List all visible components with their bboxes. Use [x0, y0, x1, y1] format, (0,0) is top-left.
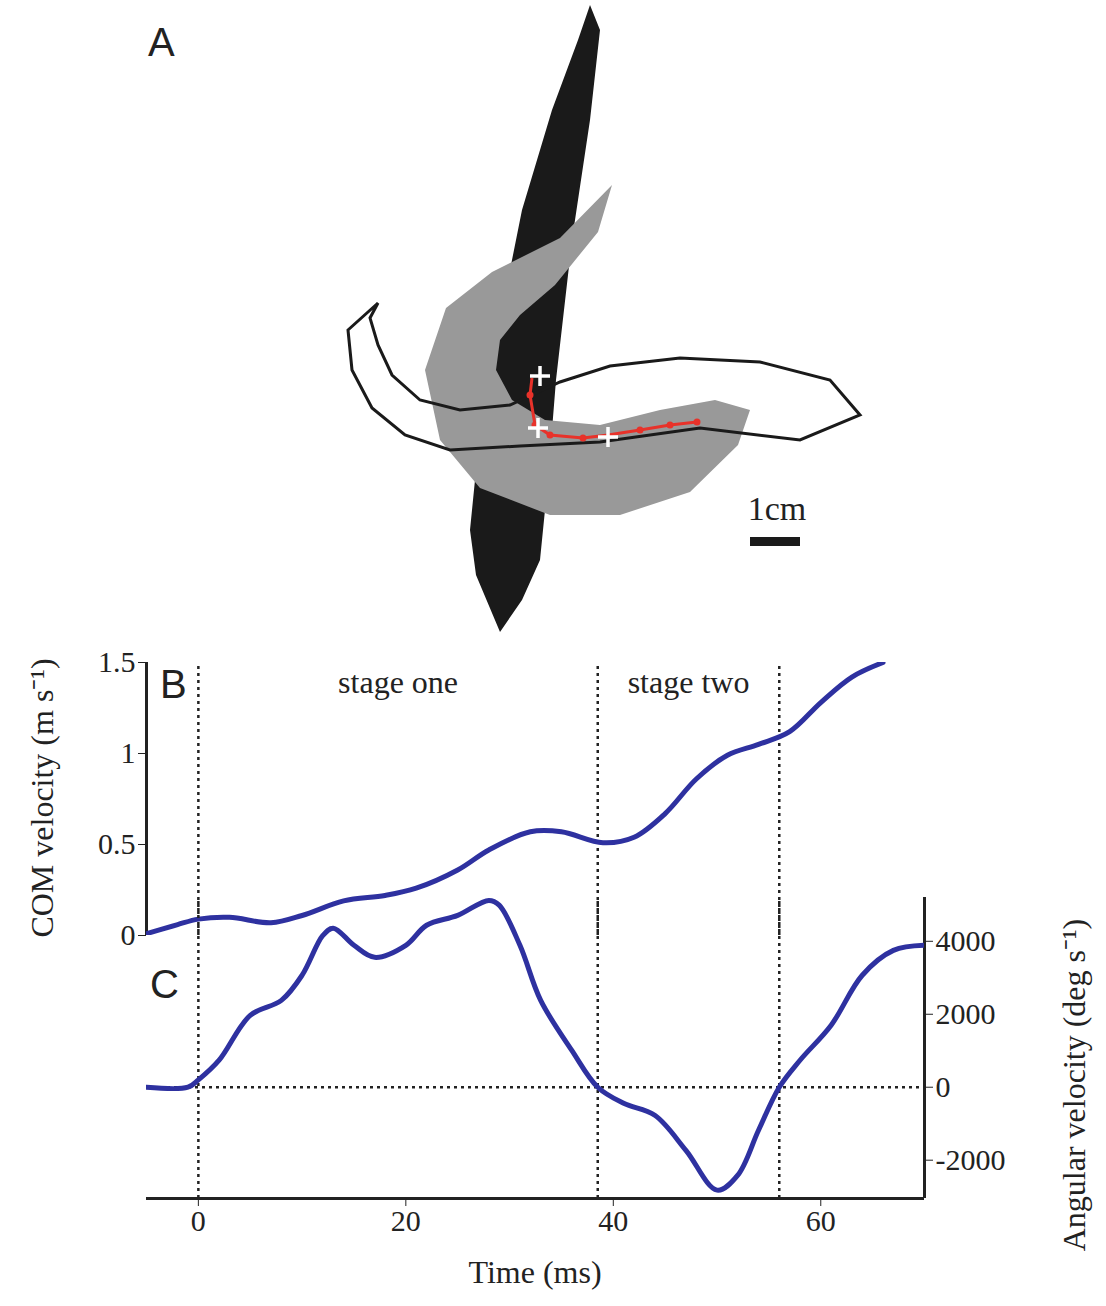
svg-text:40: 40 [598, 1204, 628, 1237]
svg-text:1cm: 1cm [748, 490, 807, 527]
html-text:C: C [150, 962, 179, 1006]
svg-text:0.5: 0.5 [98, 827, 136, 860]
svg-text:0: 0 [121, 918, 136, 951]
svg-text:2000: 2000 [936, 997, 996, 1030]
svg-text:4000: 4000 [936, 924, 996, 957]
svg-text:60: 60 [806, 1204, 836, 1237]
svg-text:-2000: -2000 [936, 1143, 1006, 1176]
svg-text:stage two: stage two [628, 664, 750, 700]
html-text:Time (ms): Time (ms) [468, 1253, 602, 1290]
html-text:COM velocity (m s⁻¹): COM velocity (m s⁻¹) [23, 658, 60, 938]
svg-text:0: 0 [936, 1070, 951, 1103]
svg-text:1: 1 [121, 736, 136, 769]
svg-text:1.5: 1.5 [98, 645, 136, 678]
html-text:Angular velocity (deg s⁻¹): Angular velocity (deg s⁻¹) [1055, 918, 1092, 1252]
svg-text:0: 0 [191, 1204, 206, 1237]
html-text:B: B [160, 662, 187, 706]
html-text:A: A [148, 20, 175, 64]
svg-text:stage one: stage one [338, 664, 458, 700]
svg-text:20: 20 [391, 1204, 421, 1237]
